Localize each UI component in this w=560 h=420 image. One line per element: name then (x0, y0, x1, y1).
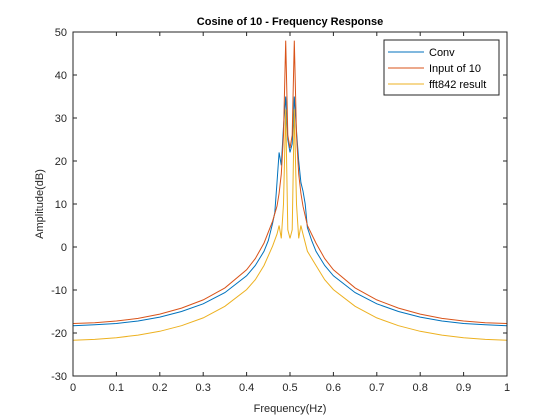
y-tick-label-5: 20 (55, 156, 67, 168)
x-tick-label-3: 0.3 (196, 382, 211, 394)
x-tick-label-6: 0.6 (326, 382, 341, 394)
x-tick-label-1: 0.1 (109, 382, 124, 394)
x-tick-label-4: 0.4 (239, 382, 254, 394)
series-line-0 (72, 96, 508, 327)
x-tick-label-0: 0 (70, 382, 76, 394)
series-line-1 (72, 40, 508, 324)
y-tick-label-0: -30 (51, 371, 67, 383)
chart-title: Cosine of 10 - Frequency Response (197, 16, 383, 28)
x-tick-label-8: 0.8 (413, 382, 428, 394)
y-tick-label-3: 0 (61, 242, 67, 254)
legend-label-input: Input of 10 (429, 63, 481, 75)
legend-label-conv: Conv (429, 47, 455, 59)
y-tick-label-2: -10 (51, 285, 67, 297)
x-axis-title: Frequency(Hz) (254, 403, 327, 415)
series-group (72, 40, 508, 341)
y-tick-label-1: -20 (51, 328, 67, 340)
legend: Conv Input of 10 fft842 result (383, 39, 500, 96)
series-line-2 (72, 109, 508, 341)
ticks-group: 0 0.1 0.2 0.3 0.4 0.5 0.6 0.7 0.8 0.9 1 -30 -20 -10 0 1… (51, 27, 510, 394)
y-tick-label-4: 10 (55, 199, 67, 211)
x-tick-label-7: 0.7 (369, 382, 384, 394)
y-axis-title: Amplitude(dB) (34, 169, 46, 239)
x-tick-label-2: 0.2 (152, 382, 167, 394)
y-tick-label-7: 40 (55, 70, 67, 82)
x-tick-label-10: 1 (504, 382, 510, 394)
y-tick-label-8: 50 (55, 27, 67, 39)
x-tick-label-9: 0.9 (456, 382, 471, 394)
y-tick-label-6: 30 (55, 113, 67, 125)
x-tick-label-5: 0.5 (282, 382, 297, 394)
legend-label-fft842: fft842 result (429, 79, 486, 91)
